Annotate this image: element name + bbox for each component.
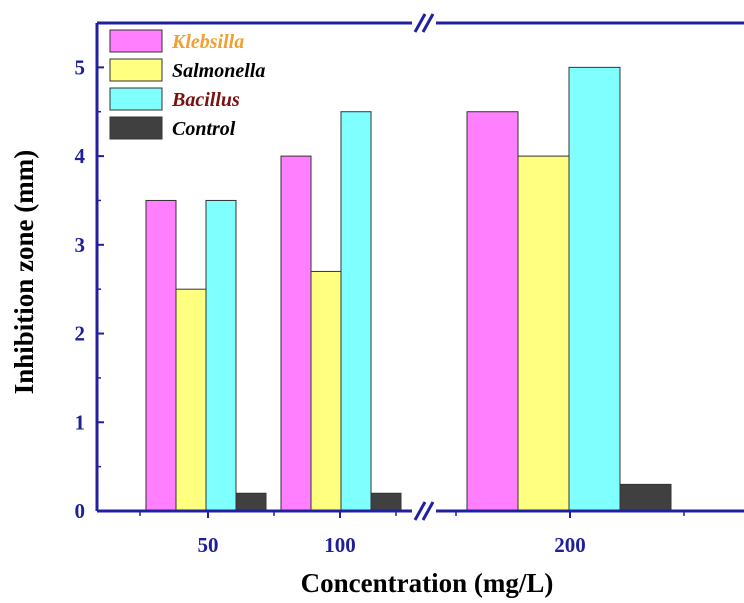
bar-klebsilla-100 bbox=[280, 155, 312, 512]
bar-klebsilla-50 bbox=[145, 199, 177, 512]
bar-klebsilla-200 bbox=[466, 111, 519, 512]
bar-bacillus-200 bbox=[568, 66, 621, 512]
legend-label-salmonella: Salmonella bbox=[172, 60, 265, 82]
x-tick-label: 200 bbox=[554, 533, 586, 557]
y-tick-label: 0 bbox=[75, 499, 86, 523]
axis-break-mark bbox=[421, 501, 435, 521]
x-axis-title: Concentration (mg/L) bbox=[301, 568, 554, 598]
bar-bacillus-50 bbox=[205, 199, 237, 512]
axis-break-mark bbox=[421, 13, 435, 33]
y-tick-label: 4 bbox=[75, 144, 86, 168]
bar-control-100 bbox=[370, 492, 402, 512]
bar-salmonella-200 bbox=[517, 155, 570, 512]
legend-swatch-klebsilla bbox=[109, 29, 163, 53]
x-tick-label: 50 bbox=[198, 533, 219, 557]
legend-label-control: Control bbox=[172, 118, 236, 140]
bar-control-50 bbox=[235, 492, 267, 512]
bar-salmonella-50 bbox=[175, 288, 207, 512]
legend-label-klebsilla: Klebsilla bbox=[171, 31, 244, 53]
y-tick-label: 1 bbox=[75, 410, 86, 434]
y-tick-label: 2 bbox=[75, 322, 86, 346]
x-tick-label: 100 bbox=[324, 533, 356, 557]
legend-label-bacillus: Bacillus bbox=[171, 89, 240, 111]
legend-swatch-control bbox=[109, 116, 163, 140]
y-axis-title: Inhibition zone (mm) bbox=[9, 150, 39, 395]
y-tick-label: 5 bbox=[75, 55, 86, 79]
bar-bacillus-100 bbox=[340, 111, 372, 512]
axes-group: 0 1 2 3 4 5 50 100 200 bbox=[75, 13, 744, 557]
axis-break-mark bbox=[413, 501, 427, 521]
legend-swatch-bacillus bbox=[109, 87, 163, 111]
y-tick-label: 3 bbox=[75, 233, 86, 257]
axis-break-mark bbox=[413, 13, 427, 33]
bar-salmonella-100 bbox=[310, 270, 342, 512]
bar-control-200 bbox=[619, 483, 672, 512]
legend: Klebsilla Salmonella Bacillus Control bbox=[109, 29, 265, 140]
bars-group bbox=[145, 66, 672, 512]
legend-swatch-salmonella bbox=[109, 58, 163, 82]
